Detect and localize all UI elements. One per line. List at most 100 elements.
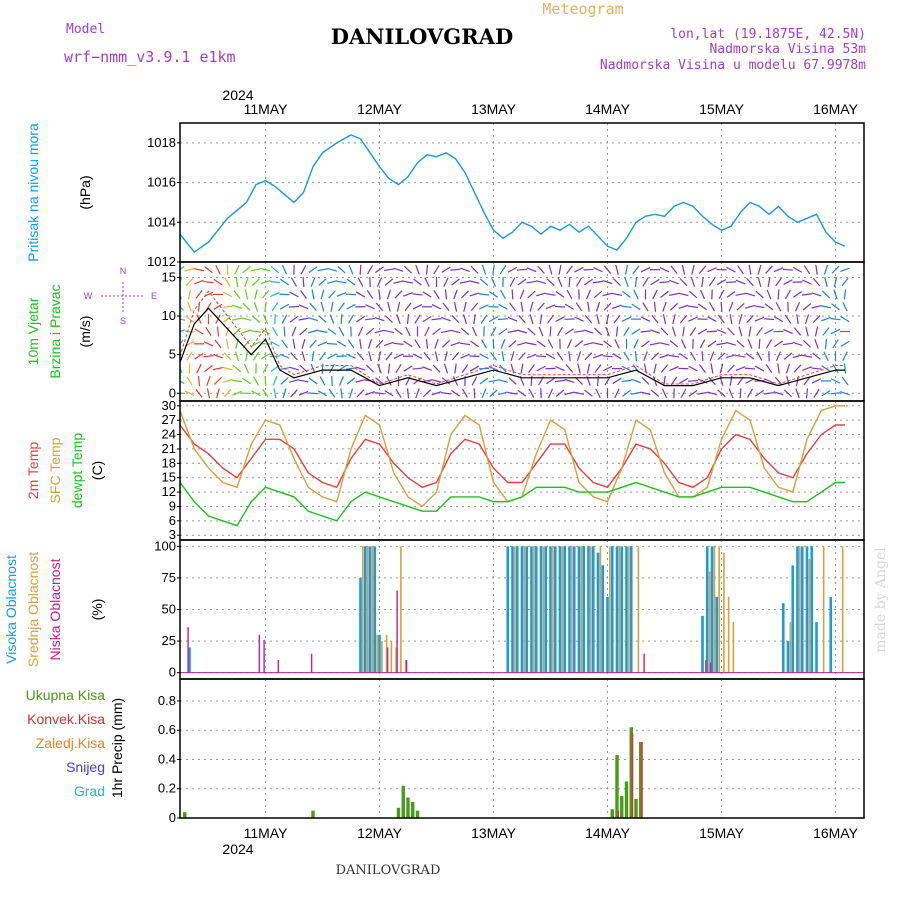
wind-arrow — [180, 329, 185, 333]
wind-arrow — [412, 367, 423, 370]
wind-arrow — [736, 340, 745, 348]
wind-arrow — [185, 315, 194, 323]
wind-arrow — [308, 377, 318, 385]
wind-arrow — [792, 341, 803, 346]
bar-high — [625, 546, 628, 673]
bar-mid — [400, 546, 402, 673]
y-tick-label: 10 — [162, 308, 176, 323]
wind-arrow — [763, 391, 775, 395]
wind-arrow — [793, 364, 802, 373]
wind-arrow — [242, 302, 251, 311]
wind-arrow — [383, 329, 395, 334]
wind-arrow — [298, 317, 309, 321]
wind-arrow — [422, 291, 432, 298]
wind-arrow — [406, 388, 410, 399]
wind-arrow — [269, 280, 281, 284]
wind-arrow — [422, 366, 432, 371]
wind-arrow — [317, 268, 328, 272]
wind-arrow — [678, 304, 689, 309]
wind-arrow — [612, 304, 622, 310]
wind-arrow — [480, 339, 488, 349]
wind-arrow — [279, 303, 290, 310]
wind-arrow — [707, 316, 717, 323]
wind-arrow — [594, 364, 602, 373]
wind-arrow — [662, 301, 667, 312]
wind-arrow — [451, 278, 460, 286]
wind-arrow — [536, 280, 546, 285]
wind-arrow — [716, 329, 727, 334]
wind-arrow — [824, 338, 828, 349]
wind-arrow — [537, 302, 545, 311]
wind-arrow — [585, 289, 592, 300]
wind-arrow — [479, 353, 489, 360]
wind-arrow — [299, 327, 308, 336]
wind-arrow — [602, 292, 613, 297]
wind-arrow — [691, 264, 695, 275]
bar-low — [405, 660, 408, 673]
wind-arrow — [489, 291, 498, 298]
wind-arrow — [244, 277, 249, 287]
wind-arrow — [555, 291, 565, 298]
wind-arrow — [508, 377, 517, 385]
wind-arrow — [841, 277, 849, 287]
wind-arrow — [301, 338, 306, 349]
wind-arrow — [270, 266, 280, 274]
wind-arrow — [805, 326, 809, 337]
wind-arrow — [479, 377, 489, 385]
wind-arrow — [824, 277, 828, 288]
wind-arrow — [549, 326, 552, 337]
wind-arrow — [784, 314, 792, 324]
wind-arrow — [309, 302, 317, 311]
wind-arrow — [754, 305, 765, 309]
panel-ylabel: Niska Oblacnost — [47, 558, 63, 660]
wind-arrow — [415, 264, 420, 275]
wind-arrow — [813, 388, 820, 398]
wind-arrow — [194, 353, 204, 360]
credit: made by Angel — [873, 547, 889, 653]
panel-ylabel: (hPa) — [77, 175, 93, 209]
wind-arrow — [554, 305, 566, 308]
wind-arrow — [281, 314, 288, 324]
bar-high — [530, 546, 533, 673]
wind-arrow — [519, 289, 525, 300]
wind-arrow — [680, 388, 687, 398]
wind-arrow — [270, 340, 280, 347]
wind-arrow — [785, 363, 791, 374]
wind-arrow — [832, 364, 839, 374]
wind-arrow — [516, 268, 528, 271]
wind-arrow — [327, 280, 337, 285]
footer-station: DANILOVGRAD — [336, 863, 441, 878]
wind-arrow — [706, 330, 718, 333]
wind-arrow — [520, 363, 524, 374]
wind-arrow — [746, 315, 754, 324]
wind-arrow — [223, 315, 232, 323]
wind-arrow — [499, 364, 507, 373]
wind-arrow — [327, 328, 337, 335]
wind-arrow — [281, 264, 288, 275]
wind-arrow — [245, 351, 248, 362]
wind-arrow — [605, 314, 610, 325]
wind-arrow — [725, 281, 737, 284]
wind-arrow — [603, 302, 612, 311]
wind-arrow — [547, 388, 554, 399]
wind-arrow — [830, 328, 841, 335]
wind-arrow — [443, 363, 449, 374]
bar-mid — [718, 546, 720, 673]
series-wind — [180, 264, 850, 399]
bar-mid — [628, 546, 630, 673]
wind-arrow — [348, 264, 354, 275]
wind-arrow — [241, 329, 252, 334]
wind-arrow — [621, 379, 632, 383]
wind-arrow — [185, 278, 194, 287]
y-tick-label: 1016 — [147, 175, 176, 190]
wind-arrow — [320, 289, 325, 300]
wind-arrow — [346, 303, 356, 310]
wind-arrow — [708, 277, 716, 287]
wind-arrow — [545, 353, 556, 360]
wind-arrow — [735, 279, 746, 285]
elevation: Nadmorska Visina 53m — [709, 42, 866, 57]
wind-arrow — [575, 302, 583, 312]
wind-arrow — [821, 390, 831, 397]
wind-arrow — [425, 264, 429, 275]
